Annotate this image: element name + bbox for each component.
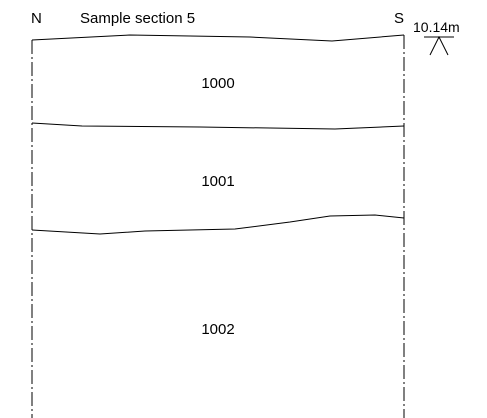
layer-label-1001: 1001 [201, 173, 234, 190]
datum-marker-icon [429, 35, 449, 56]
datum-level-label: 10.14m [413, 19, 460, 35]
ground-surface-line [31, 34, 405, 42]
section-title: Sample section 5 [80, 10, 195, 27]
south-label: S [394, 10, 404, 27]
layer-label-1000: 1000 [201, 75, 234, 92]
layer-label-1002: 1002 [201, 321, 234, 338]
layer-boundary-1000-1001 [31, 122, 405, 130]
north-label: N [31, 10, 42, 27]
layer-boundary-1001-1002 [31, 214, 405, 235]
